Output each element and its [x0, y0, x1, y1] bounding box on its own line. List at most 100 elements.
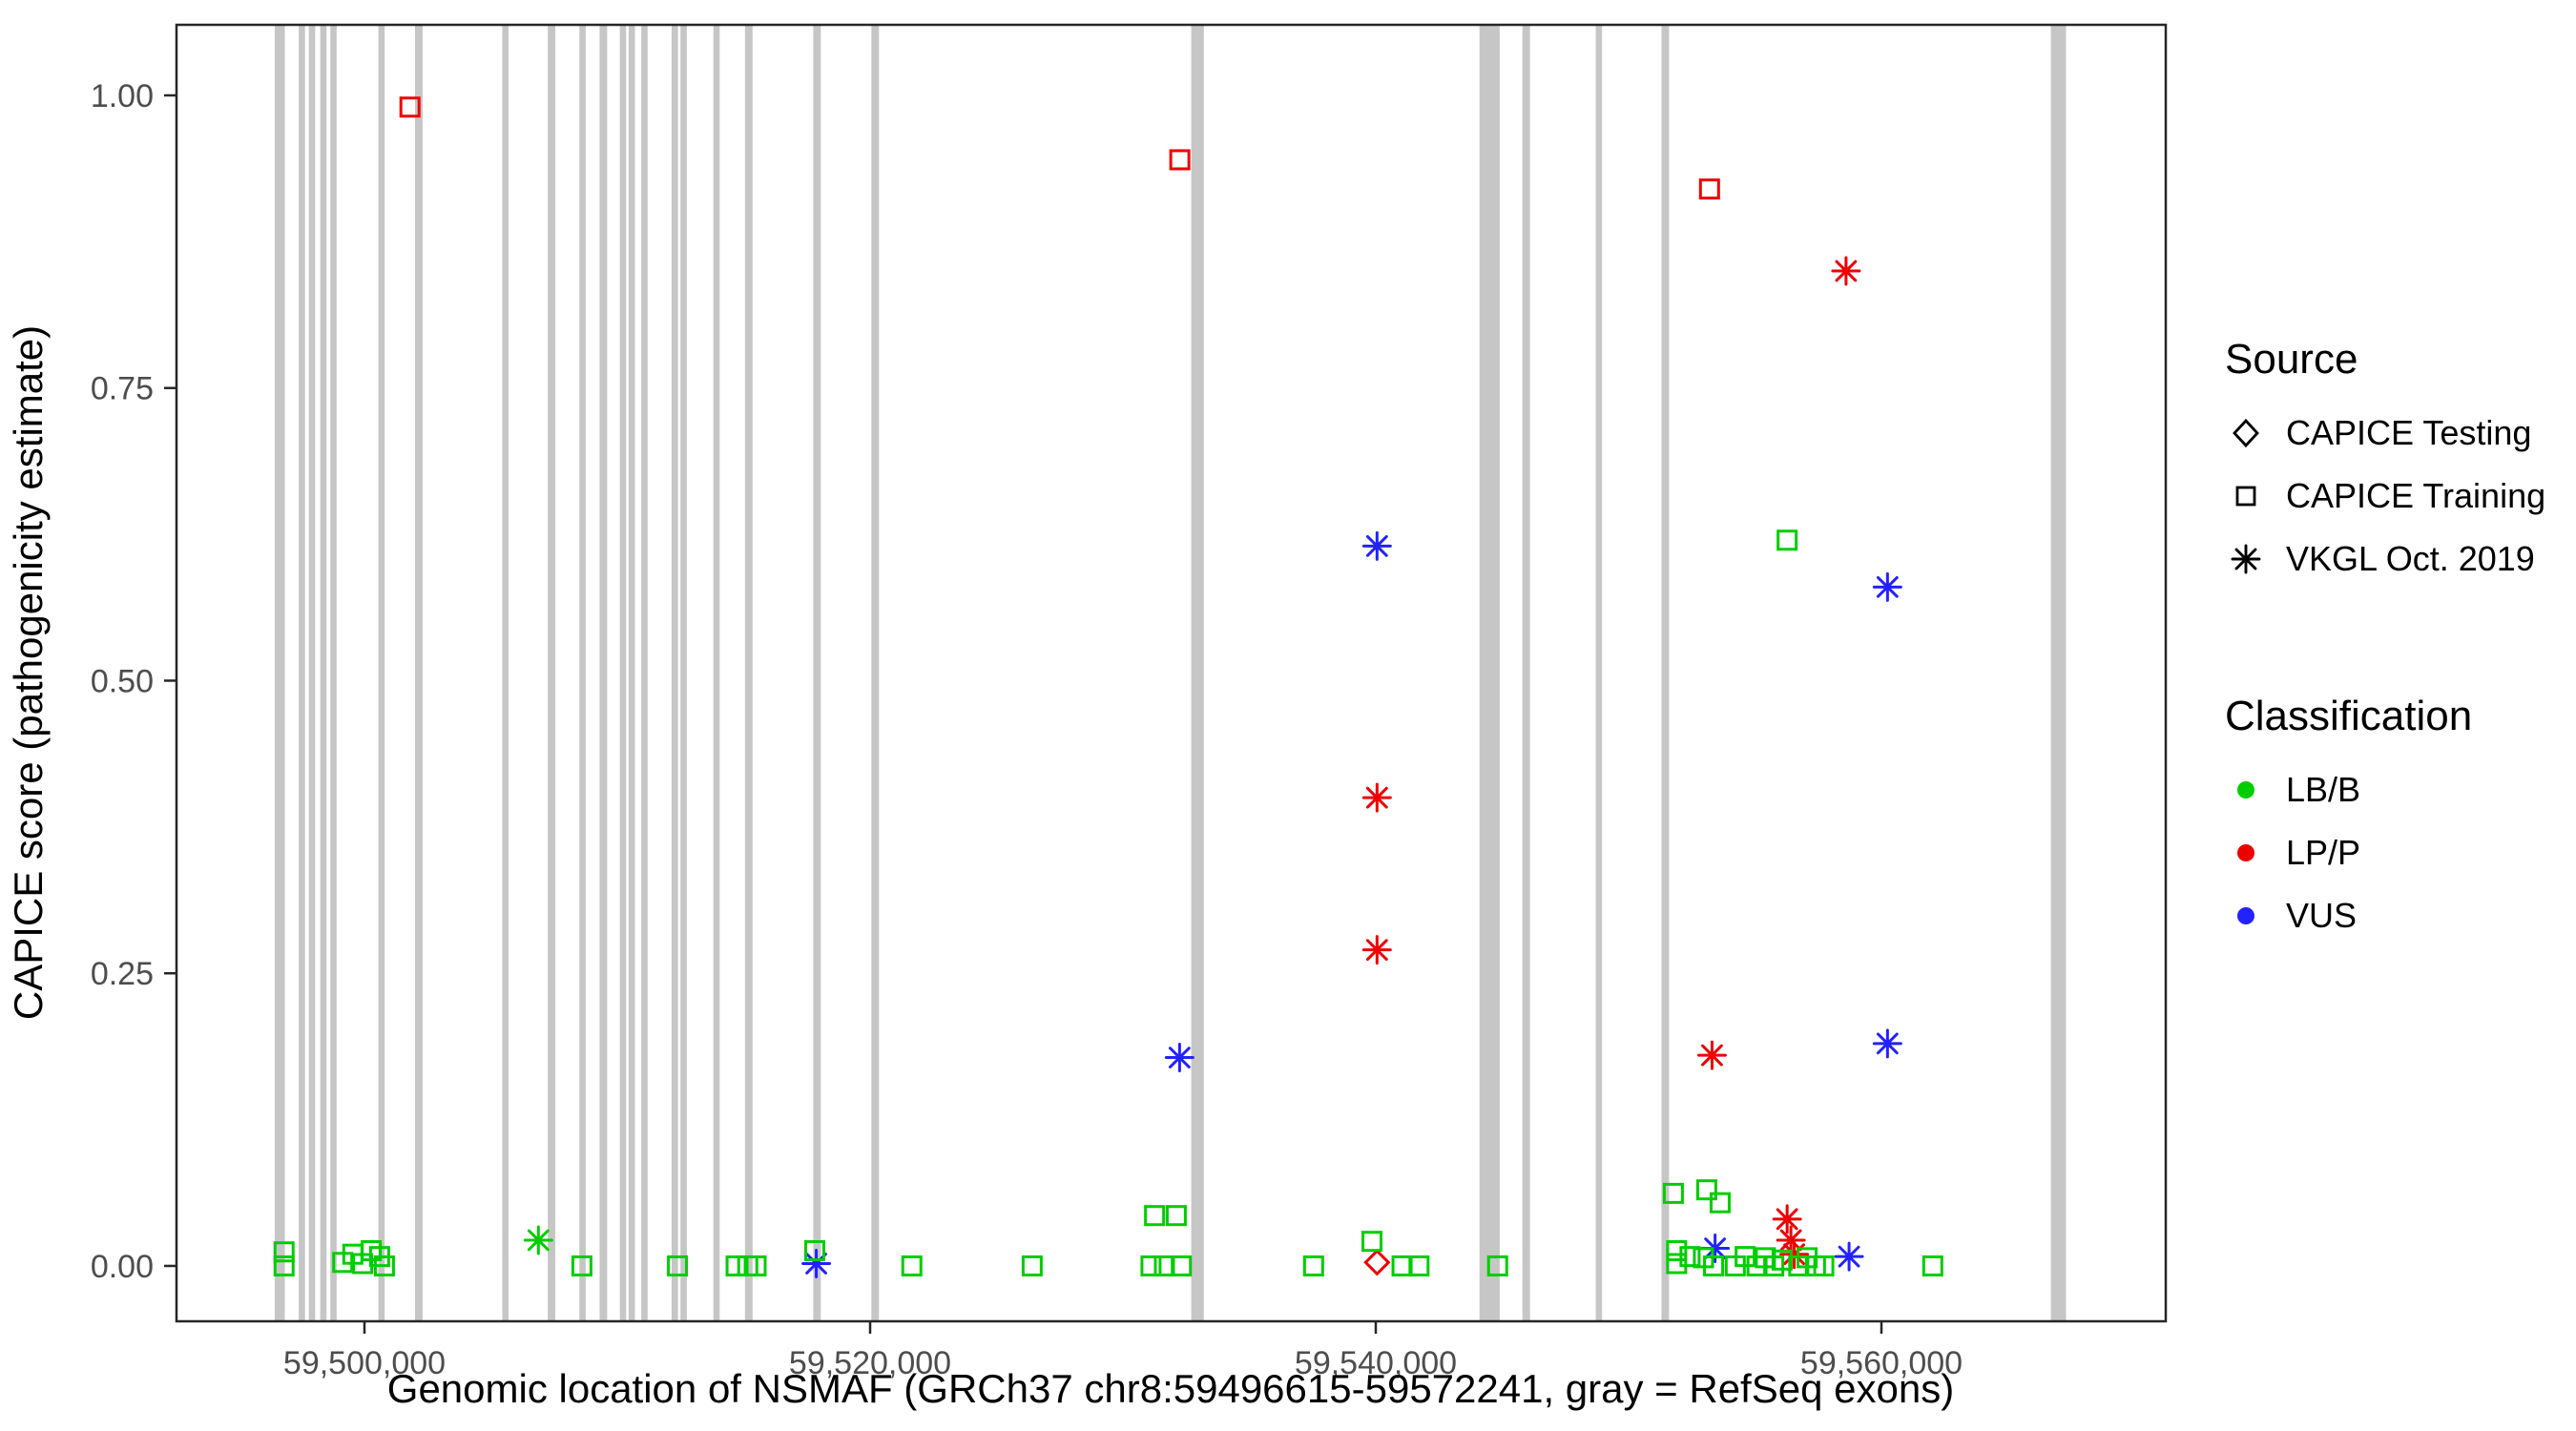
data-point-square [1169, 149, 1191, 171]
circle-glyph [2237, 781, 2254, 798]
data-point-asterisk [1164, 1043, 1195, 1073]
data-point-square [1703, 1255, 1725, 1276]
data-point-square [1361, 1231, 1383, 1253]
data-point-square [571, 1255, 592, 1276]
asterisk-glyph [2231, 544, 2261, 574]
x-tick-label: 59,560,000 [1800, 1345, 1963, 1381]
exon-bar [599, 25, 608, 1321]
y-tick-label: 0.25 [91, 956, 154, 992]
y-tick-label: 1.00 [91, 78, 154, 114]
panel-border [175, 23, 2168, 1323]
data-point-square [273, 1255, 295, 1276]
exon-bar [2050, 25, 2067, 1321]
legend-classification-title: Classification [2225, 693, 2473, 739]
data-point-asterisk [1700, 1234, 1731, 1264]
data-point-asterisk [1361, 530, 1392, 561]
data-point-square [1165, 1205, 1187, 1227]
exon-bar [680, 25, 687, 1321]
circle-icon [2237, 844, 2254, 861]
legend-item-label: LB/B [2286, 770, 2361, 809]
legend-item-source-0: CAPICE Testing [2225, 412, 2568, 454]
x-axis-title: Genomic location of NSMAF (GRCh37 chr8:5… [387, 1366, 1954, 1411]
legend-item-label: CAPICE Testing [2286, 413, 2532, 452]
data-point-square [1666, 1253, 1688, 1275]
data-point-square [1140, 1255, 1162, 1276]
legend-item-label: VKGL Oct. 2019 [2286, 539, 2535, 578]
legend-item-label: VUS [2286, 896, 2358, 935]
ticks-layer: 59,500,000 59,520,000 59,540,000 59,560,000… [91, 78, 1963, 1381]
y-tick-label: 0.50 [91, 663, 154, 699]
exon-bar [813, 25, 821, 1321]
exon-bar [502, 25, 509, 1321]
data-point-asterisk [1872, 1028, 1902, 1059]
circle-icon [2237, 907, 2254, 924]
legend-item-source-2: VKGL Oct. 2019 [2225, 538, 2568, 580]
legend-classification-items: LB/B LP/P VUS [2225, 769, 2568, 937]
data-point-square [1302, 1255, 1324, 1276]
data-point-square [1813, 1255, 1835, 1276]
data-point-square [1391, 1255, 1413, 1276]
y-axis-title: CAPICE score (pathogenicity estimate) [6, 325, 51, 1020]
exon-bar [330, 25, 337, 1321]
legend-item-classification-0: LB/B [2225, 769, 2568, 811]
data-point-square [1486, 1255, 1508, 1276]
x-tick-label: 59,540,000 [1295, 1345, 1457, 1381]
data-point-asterisk [1361, 782, 1392, 813]
data-point-square [1776, 529, 1798, 551]
data-point-square [1695, 1179, 1717, 1201]
data-point-asterisk [523, 1225, 553, 1255]
legend-source-items: CAPICE Testing CAPICE Training VKGL Oct. 2… [2225, 412, 2568, 580]
exon-bar [713, 25, 720, 1321]
data-point-square [667, 1255, 689, 1276]
exon-bar [1191, 25, 1204, 1321]
data-point-asterisk [1831, 256, 1861, 286]
legend-item-source-1: CAPICE Training [2225, 475, 2568, 517]
y-tick-label: 0.75 [91, 371, 154, 407]
data-point-square [1153, 1255, 1175, 1276]
exon-bar [1595, 25, 1603, 1321]
exon-bar [641, 25, 648, 1321]
legend-item-label: CAPICE Training [2286, 476, 2546, 515]
circle-glyph [2237, 844, 2254, 861]
legend-item-label: LP/P [2286, 833, 2361, 872]
asterisk-icon [2231, 544, 2261, 574]
data-point-asterisk [801, 1249, 832, 1279]
legend: Source CAPICE Testing CAPICE Training VKGL… [2225, 336, 2568, 958]
data-point-asterisk [1872, 571, 1902, 602]
legend-item-classification-2: VUS [2225, 895, 2568, 937]
exon-bar [628, 25, 635, 1321]
data-point-square [803, 1240, 825, 1262]
exon-bar [548, 25, 556, 1321]
data-point-asterisk [1776, 1225, 1806, 1255]
exon-layer [274, 25, 2067, 1321]
data-point-square [1662, 1182, 1684, 1204]
data-point-square [1709, 1192, 1731, 1213]
data-point-asterisk [1696, 1040, 1727, 1070]
exon-bar [619, 25, 627, 1321]
y-tick-label: 0.00 [91, 1249, 154, 1285]
exon-bar [320, 25, 327, 1321]
data-point-square [745, 1255, 767, 1276]
exon-bar [579, 25, 586, 1321]
exon-bar [744, 25, 753, 1321]
data-point-square [399, 96, 421, 118]
exon-bar [1661, 25, 1670, 1321]
exon-bar [415, 25, 423, 1321]
data-point-square [1666, 1240, 1688, 1262]
data-point-square [1408, 1255, 1430, 1276]
data-point-square [1679, 1246, 1701, 1268]
points-layer [273, 96, 1943, 1279]
data-point-square [373, 1255, 395, 1276]
data-point-square [1144, 1205, 1166, 1227]
legend-source-title: Source [2225, 336, 2358, 383]
data-point-square [1922, 1255, 1943, 1276]
data-point-square [901, 1255, 923, 1276]
data-point-square [1021, 1255, 1043, 1276]
data-point-square [725, 1255, 747, 1276]
data-point-asterisk [1361, 935, 1392, 965]
exon-bar [299, 25, 305, 1321]
exon-bar [378, 25, 385, 1321]
data-point-square [1698, 178, 1720, 200]
x-tick-label: 59,520,000 [789, 1345, 951, 1381]
